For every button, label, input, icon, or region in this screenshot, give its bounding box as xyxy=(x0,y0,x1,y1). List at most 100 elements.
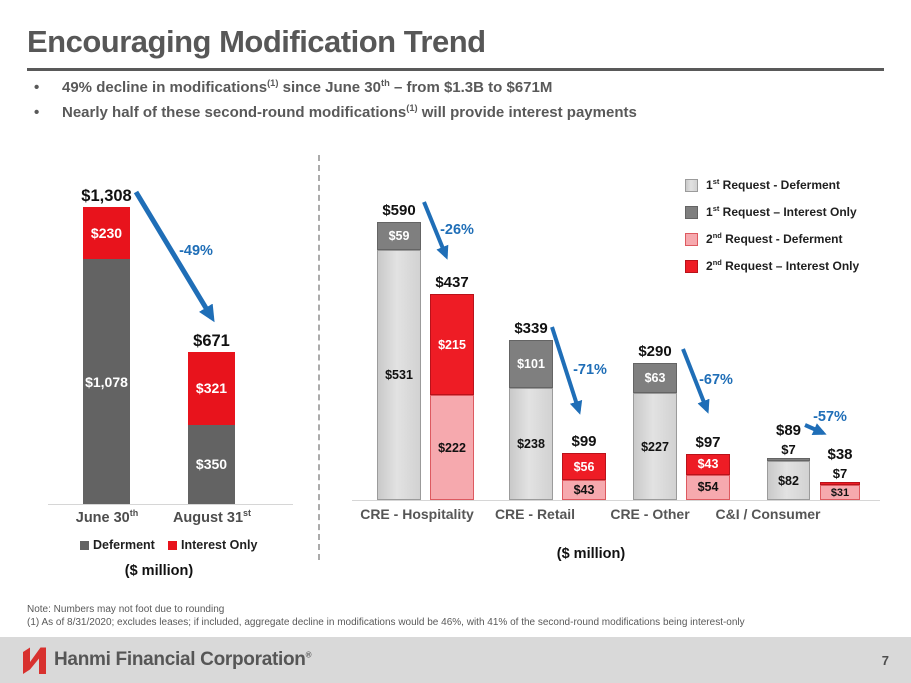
legend-swatch-first-deferment xyxy=(685,178,698,192)
segment-value-label: $230 xyxy=(90,225,123,242)
bar-segment-seg-first-deferment: $227 xyxy=(633,393,677,500)
segment-value-label: $227 xyxy=(641,439,669,454)
bar-total-label: $38 xyxy=(827,446,853,464)
legend-label: Deferment xyxy=(93,538,155,552)
segment-value-label: $54 xyxy=(697,480,719,495)
bar-segment-seg-first-deferment: $238 xyxy=(509,387,553,500)
bar-segment-seg-left-deferment: $350 xyxy=(188,424,235,505)
bullet-item: • 49% decline in modifications(1) since … xyxy=(34,78,553,96)
change-label-total: -49% xyxy=(179,243,213,259)
legend-item-second-deferment: 2nd Request - Deferment xyxy=(685,232,842,246)
bar-segment-seg-first-interest xyxy=(767,458,810,462)
left-chart-unit-label: ($ million) xyxy=(124,563,194,579)
segment-value-label-above: $7 xyxy=(832,466,848,482)
category-label-consumer: C&I / Consumer xyxy=(715,506,821,522)
legend-swatch-second-deferment xyxy=(685,232,698,246)
x-axis-label-june30: June 30th xyxy=(75,508,139,526)
bullet-item: • Nearly half of these second-round modi… xyxy=(34,103,637,121)
category-label-hospitality: CRE - Hospitality xyxy=(360,506,474,522)
bullet-icon: • xyxy=(34,104,40,121)
segment-value-label: $222 xyxy=(438,440,466,455)
legend-item-first-interest: 1st Request – Interest Only xyxy=(685,205,857,219)
segment-value-label: $82 xyxy=(778,473,799,488)
segment-value-label: $43 xyxy=(573,482,595,497)
x-axis-label-august31: August 31st xyxy=(172,508,252,526)
bar-total-label: $89 xyxy=(775,422,802,440)
bar-total-label: $590 xyxy=(382,202,416,220)
bar-total-label: $437 xyxy=(435,274,469,292)
bar-segment-seg-first-deferment: $82 xyxy=(767,461,810,500)
bar-total-label: $339 xyxy=(514,320,548,338)
legend-item-interest-only: Interest Only xyxy=(168,538,257,552)
category-label-retail: CRE - Retail xyxy=(494,506,576,522)
bullet-icon: • xyxy=(34,79,40,96)
bar-segment-seg-second-interest: $215 xyxy=(430,294,474,396)
segment-value-label: $321 xyxy=(195,380,228,397)
page-number: 7 xyxy=(881,652,889,668)
right-chart-baseline xyxy=(352,500,880,501)
segment-value-label: $238 xyxy=(517,436,545,451)
segment-value-label: $63 xyxy=(644,371,666,386)
bar-segment-seg-second-deferment: $31 xyxy=(820,485,860,500)
page-title: Encouraging Modification Trend xyxy=(27,24,486,59)
change-label-other: -67% xyxy=(699,372,733,388)
bullet-text: Nearly half of these second-round modifi… xyxy=(62,103,637,121)
bar-total-label: $1,308 xyxy=(81,187,132,206)
segment-value-label: $350 xyxy=(195,456,228,473)
change-label-consumer: -57% xyxy=(813,409,847,425)
bar-total-label: $97 xyxy=(695,434,721,452)
bar-segment-seg-second-deferment: $54 xyxy=(686,474,730,500)
category-label-other: CRE - Other xyxy=(610,506,690,522)
bar-segment-seg-first-deferment: $531 xyxy=(377,249,421,500)
bar-segment-seg-left-interest: $321 xyxy=(188,351,235,425)
footer-bar: Hanmi Financial Corporation® 7 xyxy=(0,637,911,683)
hanmi-logo-icon xyxy=(23,647,46,674)
left-chart-baseline xyxy=(48,504,293,505)
trademark-symbol: ® xyxy=(305,650,312,660)
legend-item-first-deferment: 1st Request - Deferment xyxy=(685,178,840,192)
legend-label: Interest Only xyxy=(181,538,258,552)
footnote-rounding: Note: Numbers may not foot due to roundi… xyxy=(27,604,225,615)
company-name: Hanmi Financial Corporation® xyxy=(54,649,312,670)
bar-segment-seg-first-interest: $101 xyxy=(509,340,553,388)
change-label-hospitality: -26% xyxy=(440,222,474,238)
legend-swatch-first-interest xyxy=(685,205,698,219)
bar-segment-seg-left-interest: $230 xyxy=(83,207,130,260)
legend-label: 1st Request - Deferment xyxy=(706,177,841,192)
legend-swatch-second-interest xyxy=(685,259,698,273)
legend-item-deferment: Deferment xyxy=(80,538,155,552)
bullet-text: 49% decline in modifications(1) since Ju… xyxy=(62,78,553,96)
segment-value-label: $531 xyxy=(385,367,413,382)
change-label-retail: -71% xyxy=(573,362,607,378)
bar-total-label: $99 xyxy=(571,433,597,451)
bar-total-label: $290 xyxy=(638,343,672,361)
bar-segment-seg-first-interest: $59 xyxy=(377,222,421,250)
legend-swatch-interest-only xyxy=(168,540,177,550)
bar-segment-seg-second-deferment: $43 xyxy=(562,479,606,500)
legend-label: 2nd Request – Interest Only xyxy=(706,258,860,273)
segment-value-label: $56 xyxy=(573,459,595,474)
segment-value-label: $1,078 xyxy=(85,373,128,390)
section-divider xyxy=(318,155,320,560)
segment-value-label: $215 xyxy=(438,337,466,352)
bar-segment-seg-second-interest xyxy=(820,482,860,486)
right-chart-unit-label: ($ million) xyxy=(556,546,626,562)
legend-item-second-interest: 2nd Request – Interest Only xyxy=(685,259,859,273)
bar-segment-seg-second-interest: $43 xyxy=(686,454,730,475)
legend-swatch-deferment xyxy=(80,540,89,550)
segment-value-label: $43 xyxy=(697,457,719,472)
segment-value-label: $101 xyxy=(517,357,545,372)
bar-segment-seg-second-deferment: $222 xyxy=(430,395,474,500)
bar-segment-seg-second-interest: $56 xyxy=(562,453,606,480)
legend-label: 2nd Request - Deferment xyxy=(706,231,843,246)
bar-total-label: $671 xyxy=(193,331,230,350)
legend-label: 1st Request – Interest Only xyxy=(706,204,857,219)
segment-value-label-above: $7 xyxy=(781,442,796,458)
footnote-asof: (1) As of 8/31/2020; excludes leases; if… xyxy=(27,617,745,628)
segment-value-label: $59 xyxy=(388,228,410,243)
bar-segment-seg-first-interest: $63 xyxy=(633,363,677,394)
title-divider xyxy=(27,68,884,71)
segment-value-label: $31 xyxy=(830,486,850,499)
